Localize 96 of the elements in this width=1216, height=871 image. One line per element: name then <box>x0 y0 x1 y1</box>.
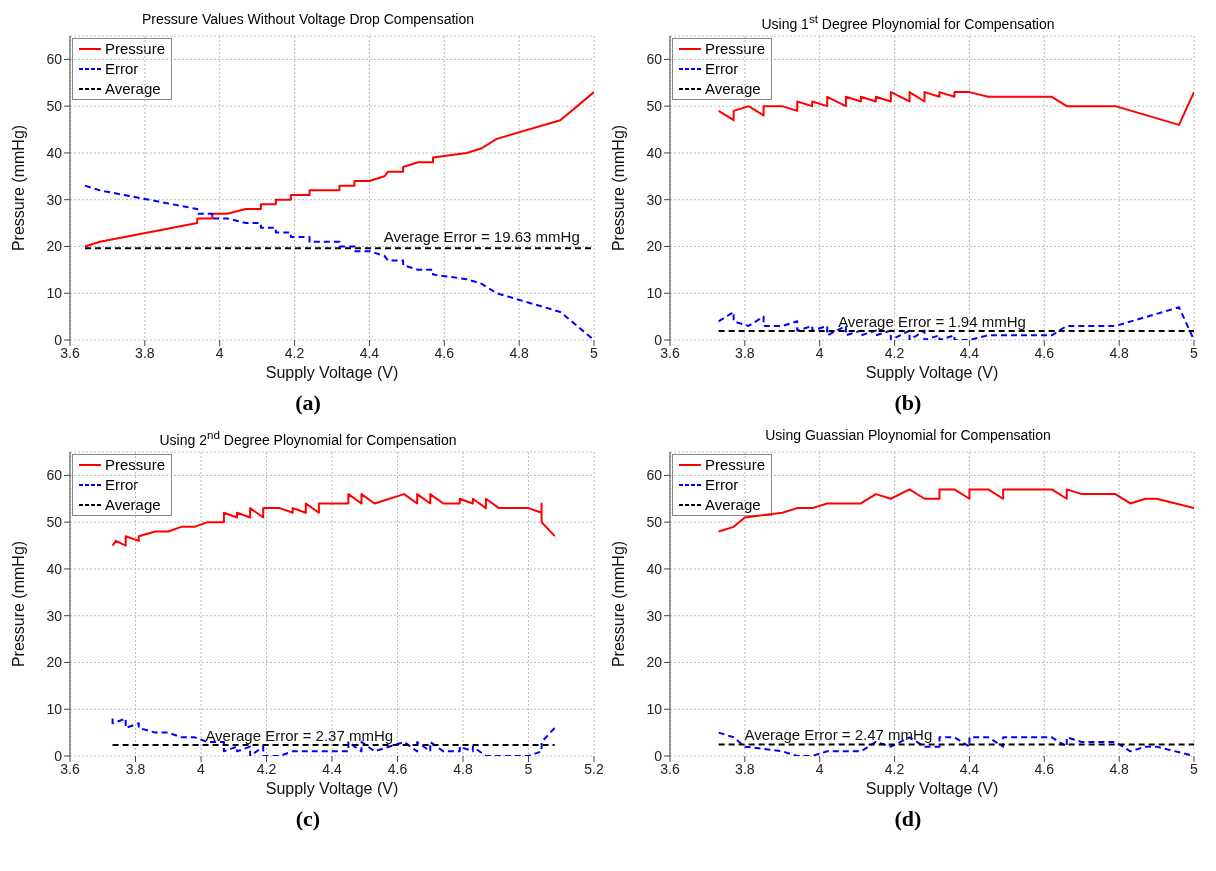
y-tick-label: 60 <box>46 51 63 68</box>
x-tick-label: 4 <box>197 760 206 777</box>
y-tick-label: 30 <box>46 191 63 208</box>
y-tick-label: 50 <box>646 514 663 531</box>
x-tick-label: 5 <box>590 344 599 361</box>
chart-title: Using 2$^{nd}$ Degree Ploynomial for Compensation <box>158 427 458 448</box>
y-tick-label: 0 <box>654 747 663 764</box>
y-axis-title: Pressure (mmHg) <box>609 124 627 252</box>
annotation: Average Error = 2.47 mmHg <box>744 726 933 744</box>
chart-title: Using Guassian Ploynomial for Compensation <box>764 426 1052 445</box>
y-tick-label: 40 <box>646 560 663 577</box>
x-axis-title: Supply Voltage (V) <box>865 364 999 381</box>
y-tick-label: 10 <box>46 701 63 718</box>
text: (c) <box>294 806 322 833</box>
x-tick-label: 4.8 <box>453 760 473 777</box>
x-axis-title: Supply Voltage (V) <box>865 780 999 797</box>
annotation: Average Error = 19.63 mmHg <box>383 228 580 246</box>
x-tick-label: 4 <box>815 344 824 361</box>
y-tick-label: 0 <box>54 331 63 348</box>
annotation: Average Error = 2.37 mmHg <box>205 726 394 744</box>
y-tick-label: 60 <box>646 51 663 68</box>
x-tick-label: 5 <box>1190 760 1199 777</box>
x-tick-label: 5.2 <box>584 760 604 777</box>
y-tick-label: 10 <box>646 285 663 302</box>
y-tick-label: 20 <box>46 654 63 671</box>
legend-label: Pressure <box>105 455 166 475</box>
chart-title: Pressure Values Without Voltage Drop Compensation <box>141 10 475 29</box>
legend-label: Error <box>705 475 739 495</box>
annotation: Average Error = 1.94 mmHg <box>838 312 1026 330</box>
y-tick-label: 0 <box>54 747 63 764</box>
text: (b) <box>893 390 923 417</box>
y-tick-label: 10 <box>46 285 63 302</box>
legend-label: Average <box>105 79 161 99</box>
x-tick-label: 5 <box>524 760 533 777</box>
x-tick-label: 3.8 <box>135 344 155 361</box>
x-tick-label: 4.2 <box>284 344 305 361</box>
x-tick-label: 4.8 <box>509 344 530 361</box>
x-tick-label: 4.4 <box>959 760 980 777</box>
x-axis-title: Supply Voltage (V) <box>265 780 399 797</box>
x-tick-label: 4.2 <box>884 760 905 777</box>
x-tick-label: 4.4 <box>359 344 380 361</box>
x-tick-label: 5 <box>1190 344 1199 361</box>
y-tick-label: 20 <box>646 238 663 255</box>
x-tick-label: 4.6 <box>1034 760 1055 777</box>
x-tick-label: 3.6 <box>60 344 80 361</box>
y-tick-label: 20 <box>646 654 663 671</box>
x-tick-label: 3.6 <box>60 760 80 777</box>
x-tick-label: 3.8 <box>735 344 755 361</box>
x-tick-label: 4.4 <box>322 760 342 777</box>
x-tick-label: 4.6 <box>1034 344 1055 361</box>
y-tick-label: 60 <box>46 467 63 484</box>
x-tick-label: 4.6 <box>387 760 408 777</box>
x-tick-label: 4 <box>215 344 224 361</box>
x-tick-label: 3.6 <box>660 344 680 361</box>
x-tick-label: 3.8 <box>735 760 755 777</box>
legend-label: Pressure <box>105 39 166 59</box>
x-tick-label: 3.8 <box>125 760 146 777</box>
x-tick-label: 4.2 <box>884 344 905 361</box>
x-tick-label: 3.6 <box>660 760 680 777</box>
legend-label: Average <box>705 79 761 99</box>
y-tick-label: 60 <box>646 467 663 484</box>
legend-label: Error <box>105 59 139 79</box>
x-tick-label: 4 <box>815 760 824 777</box>
x-tick-label: 4.8 <box>1109 760 1130 777</box>
y-tick-label: 50 <box>646 98 663 115</box>
x-tick-label: 4.8 <box>1109 344 1130 361</box>
x-tick-label: 4.6 <box>434 344 455 361</box>
y-tick-label: 40 <box>46 144 63 161</box>
line-series <box>111 717 556 756</box>
legend-label: Average <box>105 495 161 515</box>
y-tick-label: 20 <box>46 238 63 255</box>
text: (a) <box>294 390 322 417</box>
y-tick-label: 40 <box>46 560 63 577</box>
y-tick-label: 40 <box>646 144 663 161</box>
line-series <box>83 184 594 340</box>
y-tick-label: 50 <box>46 98 63 115</box>
legend-label: Error <box>705 59 739 79</box>
y-tick-label: 0 <box>654 331 663 348</box>
y-tick-label: 10 <box>646 701 663 718</box>
y-axis-title: Pressure (mmHg) <box>609 540 627 668</box>
legend-label: Pressure <box>705 455 766 475</box>
legend-label: Pressure <box>705 39 766 59</box>
x-tick-label: 4.2 <box>256 760 277 777</box>
legend-label: Error <box>105 475 139 495</box>
y-tick-label: 30 <box>646 191 663 208</box>
y-tick-label: 30 <box>646 607 663 624</box>
y-tick-label: 50 <box>46 514 63 531</box>
x-tick-label: 4.4 <box>959 344 980 361</box>
x-axis-title: Supply Voltage (V) <box>265 364 399 381</box>
line-series <box>717 306 1194 340</box>
chart-title: Using 1$^{st}$ Degree Ploynomial for Compensation <box>760 11 1056 32</box>
text: (d) <box>893 806 923 833</box>
y-axis-title: Pressure (mmHg) <box>9 124 27 252</box>
y-axis-title: Pressure (mmHg) <box>9 540 27 668</box>
y-tick-label: 30 <box>46 607 63 624</box>
legend-label: Average <box>705 495 761 515</box>
